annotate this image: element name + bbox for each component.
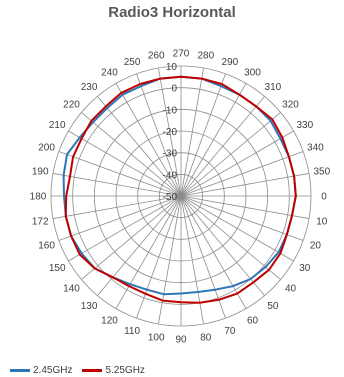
grid-spoke bbox=[180, 96, 265, 197]
angle-label: 220 bbox=[63, 100, 80, 111]
grid-spoke bbox=[180, 173, 310, 197]
legend: 2.45GHz 5.25GHz bbox=[10, 363, 155, 377]
grid-spoke bbox=[180, 195, 226, 319]
grid-spoke bbox=[136, 73, 182, 197]
grid-spoke bbox=[52, 173, 182, 197]
angle-label: 150 bbox=[49, 263, 66, 274]
angle-label: 320 bbox=[282, 100, 299, 111]
grid-spoke bbox=[52, 195, 182, 219]
legend-swatch-5-25ghz bbox=[82, 368, 103, 372]
legend-item-2-45ghz: 2.45GHz bbox=[10, 365, 72, 376]
grid-spoke bbox=[180, 151, 304, 197]
grid-spoke bbox=[115, 83, 182, 197]
angle-label: 140 bbox=[63, 283, 80, 294]
grid-spoke bbox=[180, 195, 247, 309]
angle-label: 250 bbox=[124, 57, 141, 68]
angle-label: 20 bbox=[310, 240, 322, 251]
angle-label: 190 bbox=[32, 167, 49, 178]
angle-label: 0 bbox=[321, 192, 327, 203]
series-layer bbox=[62, 75, 297, 304]
chart-title: Radio3 Horizontal bbox=[108, 4, 236, 21]
radial-label: -40 bbox=[163, 170, 178, 181]
grid-spoke bbox=[81, 112, 182, 197]
angle-label: 50 bbox=[267, 301, 279, 312]
angle-label: 70 bbox=[224, 326, 236, 337]
angle-label: 180 bbox=[30, 192, 47, 203]
radial-label: -20 bbox=[163, 127, 178, 138]
series-line-2-45ghz bbox=[62, 75, 297, 296]
grid-spoke bbox=[180, 195, 310, 219]
angle-label: 40 bbox=[285, 283, 297, 294]
radial-label: -50 bbox=[163, 192, 178, 203]
angle-label: 270 bbox=[173, 49, 190, 60]
grid-spoke bbox=[180, 73, 226, 197]
angle-label: 80 bbox=[200, 332, 212, 343]
grid-spoke bbox=[180, 112, 281, 197]
angle-label: 90 bbox=[175, 335, 187, 346]
grid-spoke bbox=[180, 67, 204, 197]
angle-label: 10 bbox=[316, 216, 328, 227]
grid-spoke bbox=[97, 96, 182, 197]
legend-swatch-2-45ghz bbox=[10, 368, 30, 372]
grid-spoke bbox=[180, 130, 294, 197]
angle-label: 160 bbox=[38, 240, 55, 251]
angle-label: 310 bbox=[265, 82, 282, 93]
grid-spoke bbox=[180, 195, 294, 262]
grid-spoke bbox=[158, 195, 182, 325]
legend-item-5-25ghz: 5.25GHz bbox=[82, 364, 145, 376]
radial-labels: 10 0 -10 -20 -30 -40 -50 bbox=[163, 62, 178, 203]
angle-label: 120 bbox=[101, 315, 118, 326]
angle-label: 240 bbox=[101, 68, 118, 79]
angle-label: 30 bbox=[299, 263, 311, 274]
grid-spoke bbox=[68, 130, 182, 197]
grid-spoke bbox=[115, 195, 182, 309]
grid-spoke bbox=[180, 195, 281, 280]
angle-label: 350 bbox=[313, 167, 330, 178]
grid-spoke bbox=[58, 195, 182, 241]
radial-label: 10 bbox=[166, 62, 178, 73]
grid-spoke bbox=[158, 67, 182, 197]
angle-label: 330 bbox=[296, 120, 313, 131]
grid-spoke bbox=[180, 195, 304, 241]
angle-label: 110 bbox=[124, 326, 140, 337]
grid-spoke bbox=[81, 195, 182, 280]
angle-label: 200 bbox=[38, 143, 55, 154]
legend-label-5-25ghz: 5.25GHz bbox=[105, 364, 145, 376]
angle-label: 340 bbox=[307, 143, 324, 154]
angle-label: 210 bbox=[49, 120, 66, 131]
grid-spoke bbox=[58, 151, 182, 197]
angle-label: 260 bbox=[148, 51, 165, 62]
grid-spoke bbox=[136, 195, 182, 319]
angle-label: 290 bbox=[222, 57, 239, 68]
grid-spoke bbox=[97, 195, 182, 296]
legend-label-2-45ghz: 2.45GHz bbox=[33, 364, 73, 376]
angle-label: 230 bbox=[81, 82, 98, 93]
radial-label: -10 bbox=[163, 105, 178, 116]
grid-spoke bbox=[68, 195, 182, 262]
radial-label: 0 bbox=[171, 84, 177, 95]
angle-label: 130 bbox=[81, 301, 98, 312]
series-line-5-25ghz bbox=[64, 75, 297, 304]
angle-label: 300 bbox=[244, 68, 261, 79]
polar-grid bbox=[50, 65, 312, 327]
angle-label: 172 bbox=[32, 216, 49, 227]
angle-label: 280 bbox=[197, 51, 214, 62]
radial-label: -30 bbox=[163, 149, 178, 160]
angle-label: 60 bbox=[247, 315, 259, 326]
angle-label: 100 bbox=[148, 332, 165, 343]
grid-spoke bbox=[180, 83, 247, 197]
